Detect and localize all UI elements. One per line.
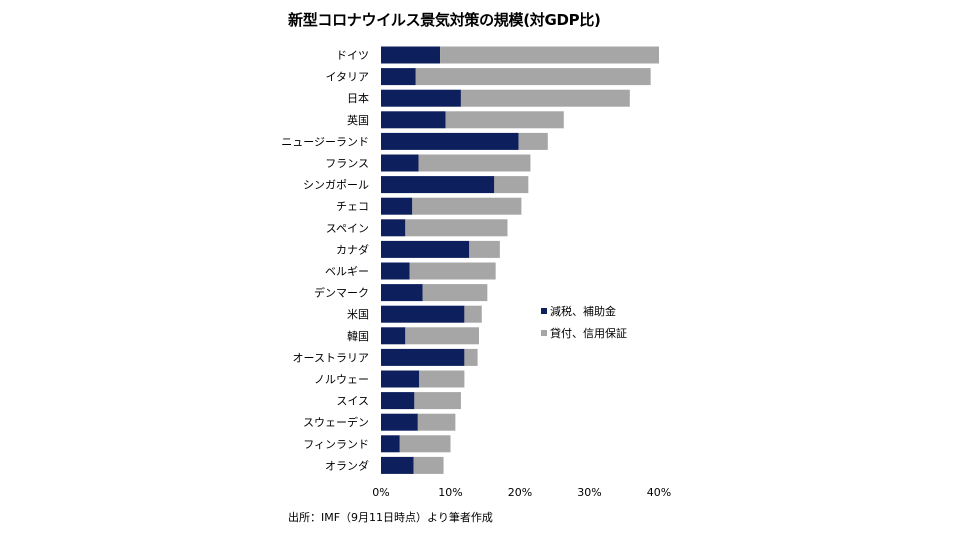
bar-segment-tax-subsidy <box>381 111 446 129</box>
bar-segment-loan-guarantee <box>445 111 564 129</box>
bar-segment-loan-guarantee <box>412 197 522 215</box>
category-label: デンマーク <box>314 286 369 300</box>
bar-segment-loan-guarantee <box>415 68 651 86</box>
category-label: オランダ <box>325 458 369 472</box>
category-label: オーストラリア <box>293 351 369 364</box>
bar-segment-tax-subsidy <box>381 240 470 258</box>
bar-segment-tax-subsidy <box>381 435 400 453</box>
category-label: フィンランド <box>303 438 369 451</box>
category-label: チェコ <box>336 200 369 213</box>
bar-segment-loan-guarantee <box>405 219 508 237</box>
category-label: ニュージーランド <box>281 135 369 148</box>
bar-segment-tax-subsidy <box>381 89 461 107</box>
bar-segment-tax-subsidy <box>381 132 519 150</box>
category-label: 韓国 <box>347 330 369 343</box>
category-labels: ドイツイタリア日本英国ニュージーランドフランスシンガポールチェコスペインカナダベ… <box>281 49 369 472</box>
bar-segment-loan-guarantee <box>419 370 465 388</box>
x-tick-label: 30% <box>577 486 601 499</box>
bar-segment-loan-guarantee <box>518 132 548 150</box>
bar-segment-loan-guarantee <box>405 327 479 345</box>
bar-segment-loan-guarantee <box>440 46 659 64</box>
source-note: 出所：IMF（9月11日時点）より筆者作成 <box>288 511 493 524</box>
bar-segment-loan-guarantee <box>422 284 488 302</box>
category-label: フランス <box>325 157 369 170</box>
bar-segment-tax-subsidy <box>381 219 406 237</box>
category-label: 英国 <box>347 113 369 127</box>
category-label: ベルギー <box>325 265 369 278</box>
bar-segment-tax-subsidy <box>381 262 410 280</box>
bar-segment-tax-subsidy <box>381 197 413 215</box>
x-tick-label: 10% <box>438 486 462 499</box>
bar-segment-tax-subsidy <box>381 154 419 172</box>
bar-segment-loan-guarantee <box>460 89 630 107</box>
category-label: シンガポール <box>303 179 369 192</box>
bar-segment-tax-subsidy <box>381 176 495 194</box>
x-tick-label: 0% <box>372 486 389 499</box>
category-label: 日本 <box>347 91 369 105</box>
bar-segment-tax-subsidy <box>381 413 418 431</box>
bar-segment-loan-guarantee <box>418 154 531 172</box>
category-label: スウェーデン <box>303 415 369 429</box>
bar-segment-tax-subsidy <box>381 68 416 86</box>
category-label: カナダ <box>336 242 369 256</box>
category-label: ノルウェー <box>314 373 369 386</box>
category-label: 米国 <box>347 308 369 321</box>
bar-segment-tax-subsidy <box>381 392 415 410</box>
x-axis-ticks: 0% 10% 20% 30% 40% <box>372 486 671 499</box>
bar-segment-loan-guarantee <box>413 456 444 474</box>
category-label: スイス <box>336 395 369 408</box>
category-label: スペイン <box>326 222 369 235</box>
bar-segment-loan-guarantee <box>494 176 529 194</box>
bar-segment-tax-subsidy <box>381 305 465 323</box>
bar-segment-loan-guarantee <box>399 435 451 453</box>
legend-label: 貸付、信用保証 <box>550 326 627 340</box>
bar-segment-loan-guarantee <box>417 413 456 431</box>
bar-segment-tax-subsidy <box>381 456 414 474</box>
x-tick-label: 20% <box>508 486 532 499</box>
bars-layer <box>381 46 659 474</box>
bar-segment-tax-subsidy <box>381 327 406 345</box>
chart-title: 新型コロナウイルス景気対策の規模(対GDP比) <box>288 11 601 29</box>
category-label: イタリア <box>325 71 369 84</box>
bar-segment-loan-guarantee <box>409 262 496 280</box>
bar-segment-tax-subsidy <box>381 284 423 302</box>
bar-segment-tax-subsidy <box>381 370 420 388</box>
legend-swatch-loan-guarantee <box>541 330 547 336</box>
legend-label: 減税、補助金 <box>550 304 616 318</box>
bar-segment-tax-subsidy <box>381 46 441 64</box>
bar-segment-tax-subsidy <box>381 348 465 366</box>
bar-segment-loan-guarantee <box>469 240 500 258</box>
bar-segment-loan-guarantee <box>464 348 478 366</box>
bar-segment-loan-guarantee <box>414 392 461 410</box>
category-label: ドイツ <box>336 49 369 62</box>
legend-swatch-tax-subsidy <box>541 308 547 314</box>
bar-segment-loan-guarantee <box>464 305 482 323</box>
x-tick-label: 40% <box>647 486 671 499</box>
